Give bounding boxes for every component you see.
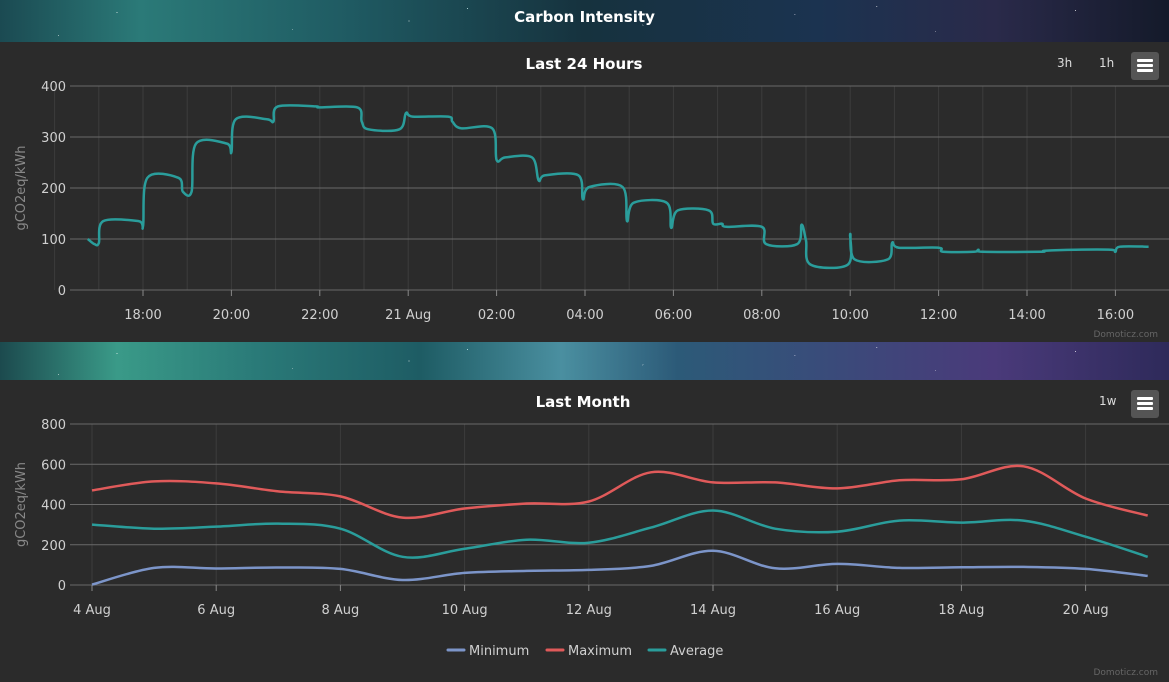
x-tick-label: 20:00 xyxy=(213,308,250,323)
x-tick-label: 10 Aug xyxy=(442,603,488,618)
chart-title: Last 24 Hours xyxy=(526,55,643,73)
y-axis-label: gCO2eq/kWh xyxy=(14,462,29,547)
x-tick-label: 12 Aug xyxy=(566,603,612,618)
chart-last-24-hours: Last 24 Hours 0 100 200 300 400 gCO2eq/kWh 18:0… xyxy=(14,55,1169,323)
y-tick-label: 200 xyxy=(41,182,66,197)
chart-menu-button[interactable] xyxy=(1131,390,1159,418)
y-tick-label: 400 xyxy=(41,499,66,514)
y-tick-label: 0 xyxy=(58,579,66,594)
credit-label[interactable]: Domoticz.com xyxy=(1093,668,1159,678)
page-title: Carbon Intensity xyxy=(514,8,655,26)
x-tick-label: 04:00 xyxy=(566,308,603,323)
chart-panel-last-month: Last Month 0 200 400 600 800 gCO2eq/kWh 4 Aug 6 … xyxy=(0,380,1169,678)
series-line xyxy=(86,103,1149,270)
credit-label[interactable]: Domoticz.com xyxy=(1093,330,1159,340)
series-line-maximum xyxy=(91,464,1149,520)
legend-label-average: Average xyxy=(670,644,723,659)
y-tick-label: 400 xyxy=(41,80,66,95)
x-tick-label: 02:00 xyxy=(478,308,515,323)
x-tick-label: 16:00 xyxy=(1097,308,1134,323)
x-tick-label: 10:00 xyxy=(831,308,868,323)
chart-last-month: Last Month 0 200 400 600 800 gCO2eq/kWh 4 Aug 6 … xyxy=(14,393,1169,659)
x-tick-label: 16 Aug xyxy=(814,603,860,618)
range-1h-button[interactable]: 1h xyxy=(1099,56,1115,70)
y-tick-label: 300 xyxy=(41,131,66,146)
y-tick-label: 800 xyxy=(41,418,66,433)
x-tick-label: 21 Aug xyxy=(385,308,431,323)
y-tick-label: 200 xyxy=(41,539,66,554)
x-tick-label: 08:00 xyxy=(743,308,780,323)
chart-panel-last-24-hours: Last 24 Hours 0 100 200 300 400 gCO2eq/kWh 18:0… xyxy=(0,42,1169,342)
y-tick-label: 600 xyxy=(41,458,66,473)
header-banner: Carbon Intensity xyxy=(0,0,1169,42)
chart-menu-button[interactable] xyxy=(1131,52,1159,80)
legend-label-maximum: Maximum xyxy=(568,644,632,659)
range-3h-button[interactable]: 3h xyxy=(1057,56,1073,70)
series-line-minimum xyxy=(91,549,1148,586)
x-tick-label: 4 Aug xyxy=(73,603,111,618)
x-tick-label: 14 Aug xyxy=(690,603,736,618)
x-tick-label: 20 Aug xyxy=(1063,603,1109,618)
x-tick-label: 6 Aug xyxy=(197,603,235,618)
x-tick-label: 18:00 xyxy=(124,308,161,323)
chart-title: Last Month xyxy=(536,393,631,411)
x-tick-label: 8 Aug xyxy=(322,603,360,618)
x-tick-label: 22:00 xyxy=(301,308,338,323)
x-tick-label: 12:00 xyxy=(920,308,957,323)
range-1w-button[interactable]: 1w xyxy=(1099,394,1117,408)
y-tick-label: 100 xyxy=(41,233,66,248)
x-tick-label: 14:00 xyxy=(1008,308,1045,323)
legend-label-minimum: Minimum xyxy=(469,644,529,659)
series-line-average xyxy=(91,509,1149,559)
x-tick-label: 06:00 xyxy=(655,308,692,323)
x-tick-label: 18 Aug xyxy=(938,603,984,618)
y-axis-label: gCO2eq/kWh xyxy=(14,145,29,230)
separator-banner xyxy=(0,342,1169,380)
y-tick-label: 0 xyxy=(58,284,66,299)
